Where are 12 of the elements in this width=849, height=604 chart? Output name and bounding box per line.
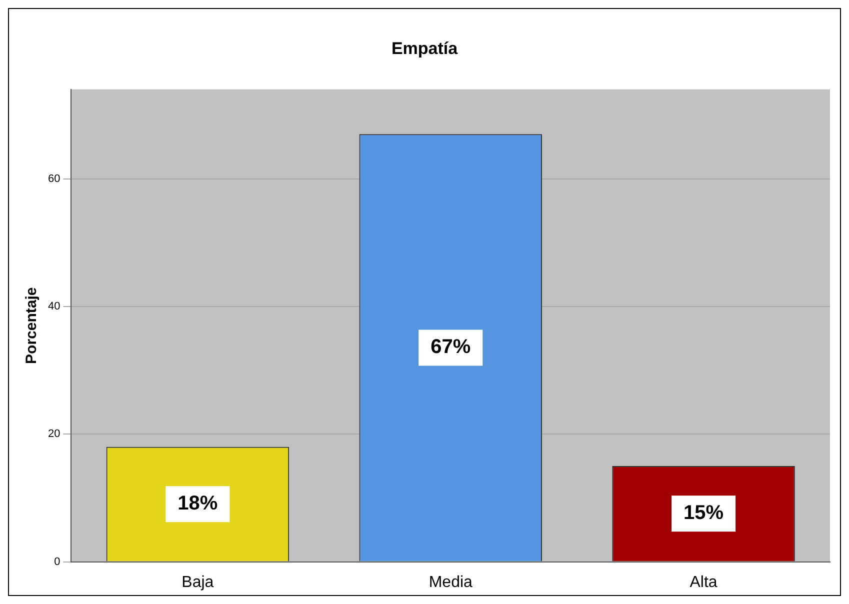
chart-title: Empatía: [391, 38, 458, 58]
data-label: 67%: [430, 336, 471, 358]
x-tick-label: Media: [428, 574, 473, 591]
y-tick-label: 40: [48, 300, 60, 312]
y-tick-label: 20: [48, 428, 60, 440]
data-label: 18%: [178, 492, 218, 515]
data-label: 15%: [684, 502, 724, 524]
y-tick-label: 60: [48, 172, 60, 185]
y-axis-title: Porcentaje: [23, 287, 40, 364]
x-tick-label: Baja: [182, 574, 214, 591]
y-tick-label: 0: [54, 556, 60, 568]
x-tick-label: Alta: [690, 574, 718, 591]
